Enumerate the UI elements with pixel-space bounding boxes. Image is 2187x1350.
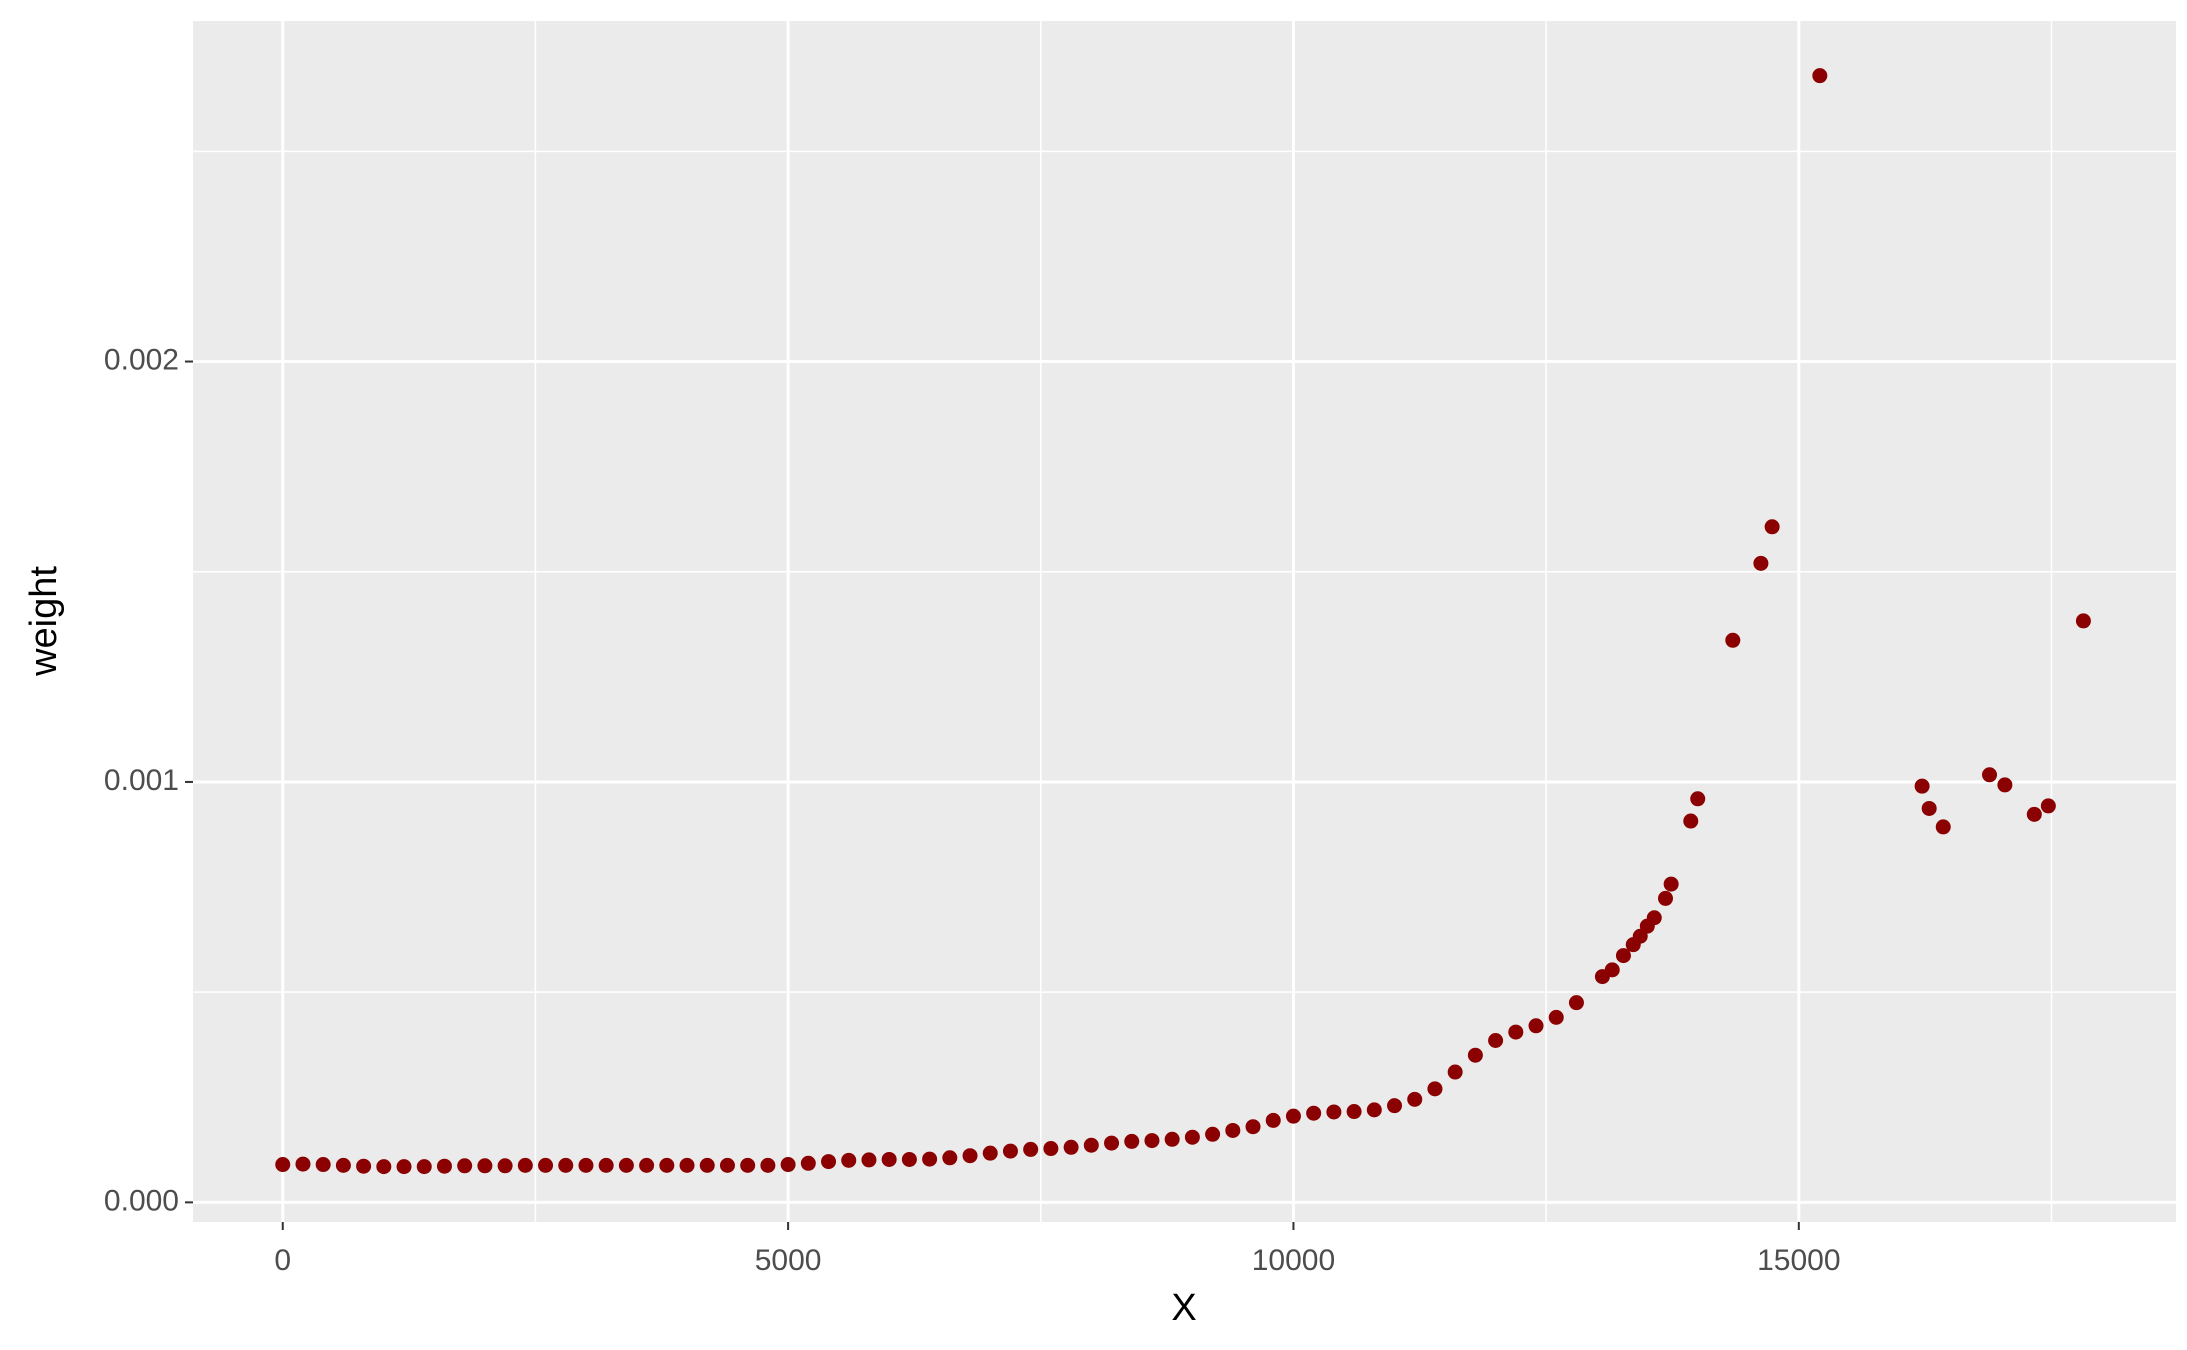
point: [376, 1159, 392, 1175]
point: [942, 1150, 958, 1166]
x-axis-title: X: [1171, 1287, 1196, 1329]
point: [1144, 1133, 1160, 1149]
point: [1753, 555, 1769, 571]
y-tick-label: 0.002: [104, 343, 179, 376]
point: [295, 1156, 311, 1172]
point: [659, 1157, 675, 1173]
point: [1921, 800, 1937, 816]
point: [1690, 791, 1706, 807]
point: [1002, 1143, 1018, 1159]
point: [1548, 1009, 1564, 1025]
point: [1427, 1081, 1443, 1097]
point: [1997, 777, 2013, 793]
point: [1407, 1091, 1423, 1107]
point: [497, 1158, 513, 1174]
point: [1683, 813, 1699, 829]
y-axis-title: weight: [23, 566, 65, 677]
point: [416, 1159, 432, 1175]
point: [457, 1158, 473, 1174]
point: [1124, 1133, 1140, 1149]
point: [901, 1151, 917, 1167]
point: [1043, 1141, 1059, 1157]
point: [1663, 876, 1679, 892]
point: [1615, 948, 1631, 964]
point: [2040, 798, 2056, 814]
point: [821, 1154, 837, 1170]
point: [618, 1157, 634, 1173]
point: [719, 1157, 735, 1173]
y-tick-label: 0.001: [104, 764, 179, 797]
point: [356, 1158, 372, 1174]
point: [1982, 767, 1998, 783]
point: [538, 1157, 554, 1173]
point: [598, 1157, 614, 1173]
point: [1285, 1108, 1301, 1124]
point: [1914, 778, 1930, 794]
point: [1725, 632, 1741, 648]
point: [841, 1152, 857, 1168]
point: [1326, 1104, 1342, 1120]
point: [1508, 1024, 1524, 1040]
point: [1387, 1098, 1403, 1114]
point: [760, 1157, 776, 1173]
point: [2026, 806, 2042, 822]
point: [1488, 1033, 1504, 1049]
point: [396, 1159, 412, 1175]
point: [982, 1145, 998, 1161]
x-tick-label: 0: [274, 1244, 291, 1277]
point: [780, 1157, 796, 1173]
point: [1604, 962, 1620, 978]
x-tick-label: 15000: [1757, 1244, 1840, 1277]
point: [1657, 890, 1673, 906]
point: [922, 1151, 938, 1167]
point: [800, 1155, 816, 1171]
point: [1083, 1137, 1099, 1153]
point: [1568, 995, 1584, 1011]
point: [861, 1152, 877, 1168]
point: [1935, 819, 1951, 835]
point: [335, 1157, 351, 1173]
point: [1205, 1126, 1221, 1142]
point: [315, 1157, 331, 1173]
panel: [193, 21, 2176, 1222]
point: [1306, 1105, 1322, 1121]
point: [1646, 910, 1662, 926]
point: [1528, 1018, 1544, 1034]
point: [1265, 1112, 1281, 1128]
point: [699, 1157, 715, 1173]
point: [436, 1158, 452, 1174]
point: [1023, 1141, 1039, 1157]
point: [275, 1157, 291, 1173]
point: [517, 1157, 533, 1173]
point: [1164, 1131, 1180, 1147]
point: [679, 1157, 695, 1173]
point: [1764, 519, 1780, 535]
point: [1245, 1119, 1261, 1135]
point: [1063, 1139, 1079, 1155]
point: [962, 1148, 978, 1164]
point: [558, 1157, 574, 1173]
x-tick-label: 5000: [755, 1244, 822, 1277]
point: [639, 1157, 655, 1173]
point: [1346, 1104, 1362, 1120]
point: [881, 1151, 897, 1167]
point: [477, 1158, 493, 1174]
point: [1812, 68, 1828, 84]
point: [1447, 1064, 1463, 1080]
point: [578, 1157, 594, 1173]
point: [1104, 1135, 1120, 1151]
point: [740, 1157, 756, 1173]
point: [1366, 1102, 1382, 1118]
point: [1467, 1047, 1483, 1063]
point: [1184, 1129, 1200, 1145]
y-tick-label: 0.000: [104, 1184, 179, 1217]
point: [1225, 1122, 1241, 1138]
point: [2075, 613, 2091, 629]
x-tick-label: 10000: [1252, 1244, 1335, 1277]
